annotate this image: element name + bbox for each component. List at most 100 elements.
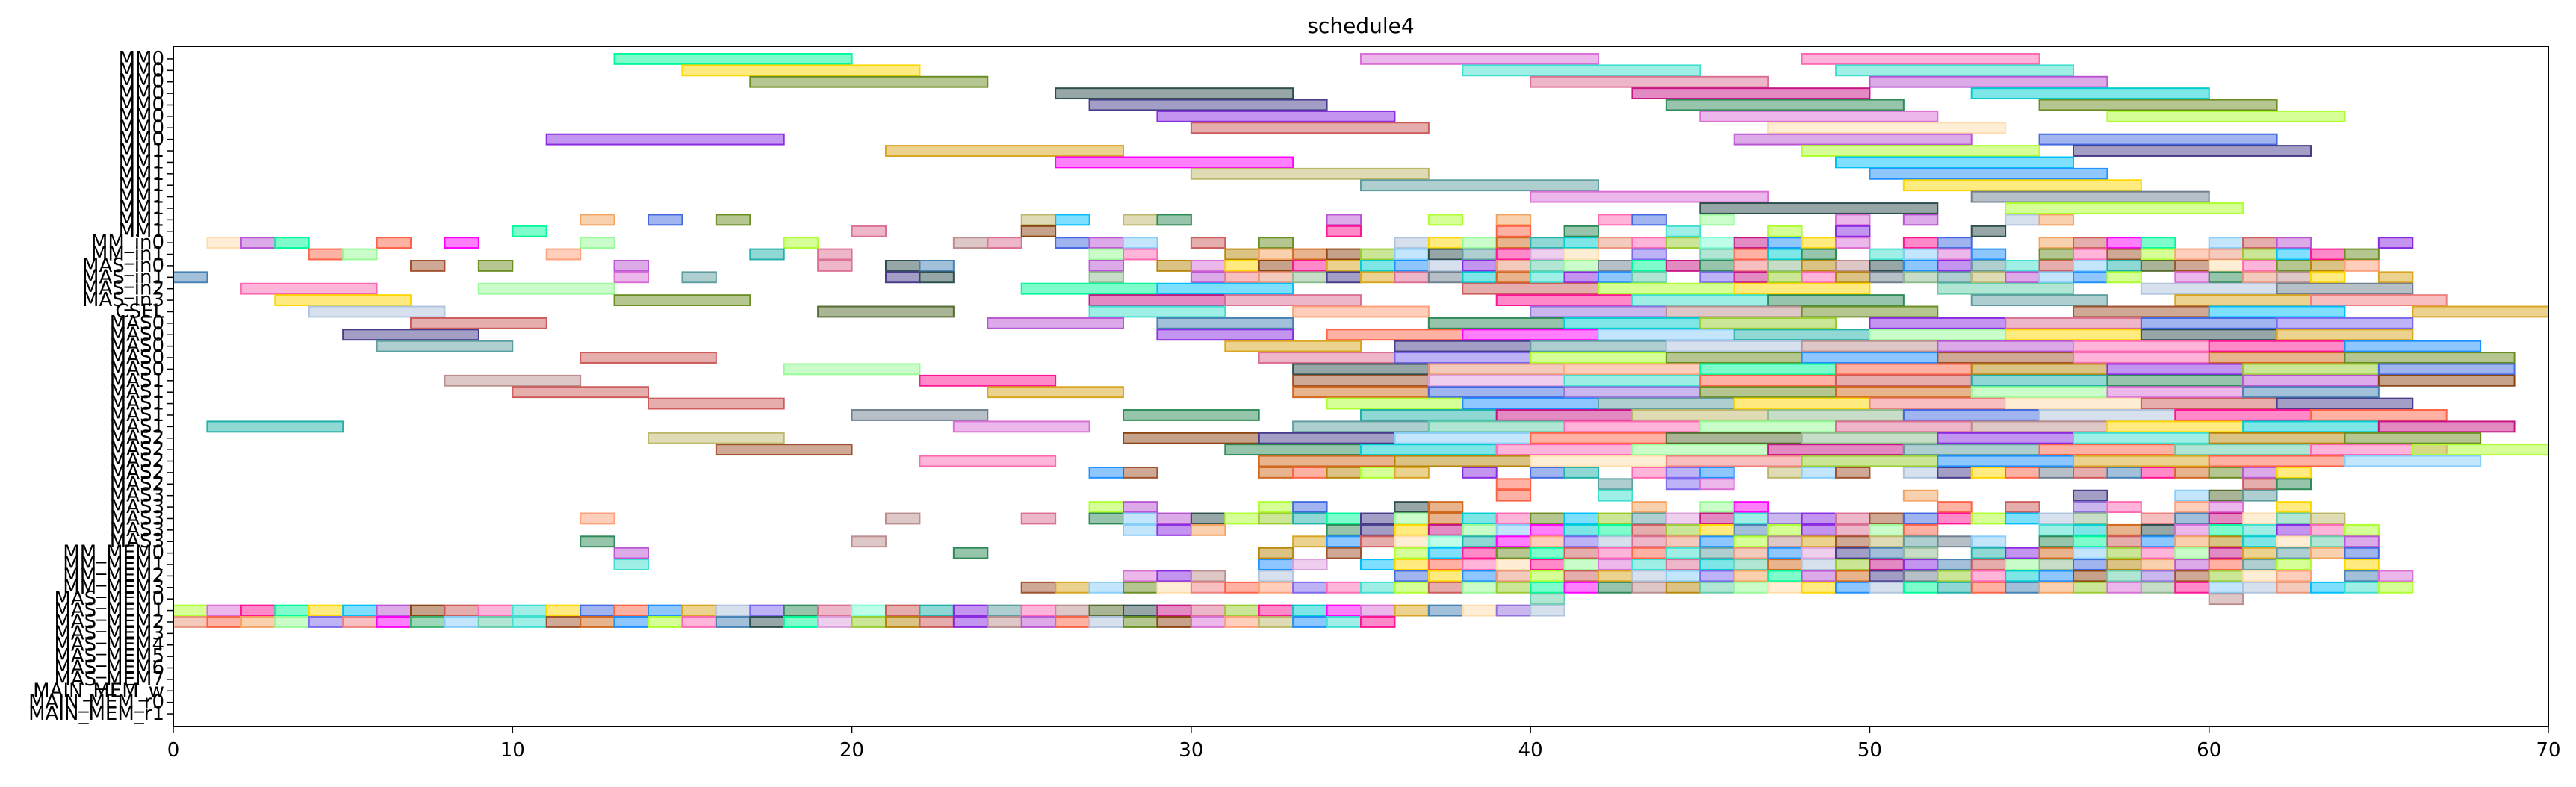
task-bar — [2377, 581, 2414, 594]
task-bar — [1462, 604, 1498, 617]
task-bar — [1801, 145, 2040, 157]
task-bar — [2038, 259, 2075, 272]
task-bar — [2073, 340, 2210, 352]
task-bar — [2242, 559, 2278, 570]
task-bar — [1801, 53, 2040, 65]
task-bar — [1530, 190, 1769, 203]
task-bar — [1427, 512, 1464, 525]
row-label: MM1 — [119, 163, 164, 185]
task-bar — [1088, 604, 1124, 617]
task-bar — [2276, 466, 2312, 479]
task-bar — [1326, 581, 1362, 594]
task-bar — [2174, 535, 2210, 548]
task-bar — [2242, 420, 2380, 433]
task-bar — [2140, 570, 2176, 582]
task-bar — [1665, 466, 1701, 479]
task-bar — [1495, 478, 1532, 491]
task-bar — [1156, 317, 1294, 329]
task-bar — [1055, 616, 1090, 628]
task-bar — [1326, 466, 1362, 479]
task-bar — [2106, 363, 2244, 376]
task-bar — [1970, 87, 2210, 100]
task-bar — [1665, 455, 1803, 467]
task-bar — [2242, 535, 2278, 548]
task-bar — [2276, 512, 2312, 525]
task-bar — [1088, 271, 1124, 284]
task-bar — [1869, 581, 1905, 594]
task-bar — [1224, 340, 1362, 352]
task-bar — [1598, 397, 1735, 410]
task-bar — [1530, 523, 1565, 536]
task-bar — [1937, 340, 2074, 352]
task-bar — [2005, 581, 2040, 594]
task-bar — [1123, 616, 1158, 628]
task-bar — [2140, 259, 2176, 272]
task-bar — [2242, 259, 2278, 272]
task-bar — [1326, 523, 1362, 536]
task-bar — [1598, 271, 1633, 284]
task-bar — [2005, 570, 2040, 582]
task-bar — [2038, 512, 2075, 525]
task-bar — [2038, 133, 2278, 146]
task-bar — [1699, 363, 1837, 376]
task-bar — [1292, 512, 1328, 525]
task-bar — [274, 237, 310, 249]
task-bar — [2038, 581, 2075, 594]
task-bar — [1801, 305, 1939, 318]
plot-frame — [173, 46, 2549, 727]
task-bar — [1902, 271, 1939, 284]
task-bar — [2038, 237, 2075, 249]
x-tick-label: 70 — [2536, 739, 2560, 762]
task-bar — [1190, 616, 1226, 628]
task-bar — [2174, 501, 2210, 514]
task-bar — [1495, 294, 1633, 307]
task-bar — [1292, 501, 1328, 514]
task-bar — [613, 294, 751, 307]
task-bar — [1869, 547, 1905, 559]
task-bar — [1326, 214, 1362, 226]
task-bar — [1224, 259, 1260, 272]
task-bar — [1563, 523, 1600, 536]
task-bar — [952, 616, 989, 628]
task-bar — [1462, 64, 1701, 77]
task-bar — [2174, 444, 2312, 456]
task-bar — [2038, 99, 2278, 111]
task-bar — [1360, 559, 1396, 570]
task-bar — [1156, 259, 1192, 272]
task-bar — [1394, 570, 1430, 582]
task-bar — [1156, 110, 1396, 122]
task-bar — [2208, 432, 2346, 444]
task-bar — [1563, 466, 1600, 479]
task-bar — [206, 616, 242, 628]
task-bar — [1835, 374, 1973, 387]
task-bar — [1665, 352, 1803, 364]
task-bar — [1156, 616, 1192, 628]
row-label: MM1 — [119, 197, 164, 220]
task-bar — [2242, 512, 2278, 525]
task-bar — [1631, 559, 1667, 570]
task-bar — [1427, 259, 1464, 272]
task-bar — [2106, 466, 2142, 479]
task-bar — [1156, 512, 1192, 525]
task-bar — [1462, 547, 1498, 559]
row-label: MM0 — [119, 71, 164, 93]
task-bar — [749, 604, 785, 617]
task-bar — [1326, 397, 1464, 410]
task-bar — [1258, 432, 1396, 444]
task-bar — [1224, 248, 1260, 261]
task-bar — [1767, 259, 1803, 272]
task-bar — [1970, 420, 2108, 433]
task-bar — [1835, 156, 2074, 169]
chart-title: schedule4 — [1307, 13, 1414, 38]
task-bar — [1088, 99, 1328, 111]
task-bar — [2242, 466, 2278, 479]
task-bar — [1631, 523, 1667, 536]
task-bar — [1495, 237, 1532, 249]
task-bar — [173, 271, 208, 284]
task-bar — [512, 616, 547, 628]
task-bar — [987, 237, 1022, 249]
task-bar — [1292, 466, 1328, 479]
task-bar — [1699, 535, 1735, 548]
task-bar — [1869, 570, 1905, 582]
